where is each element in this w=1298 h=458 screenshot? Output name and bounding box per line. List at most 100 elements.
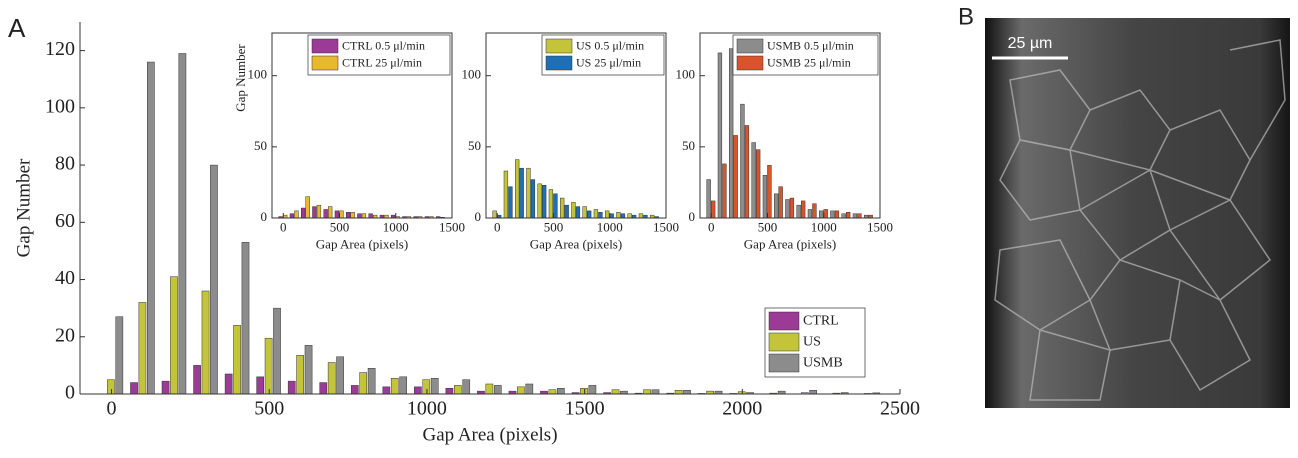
legend-label: CTRL [803, 314, 839, 329]
cell-outlines [994, 39, 1286, 401]
axes-box [699, 32, 881, 219]
bar [598, 212, 603, 219]
bar [462, 379, 471, 395]
bar [294, 210, 299, 219]
x-tick-label: 1000 [383, 219, 409, 234]
y-tick-label: 0 [65, 382, 75, 404]
legend-label: CTRL 0.5 μl/min [342, 38, 425, 52]
bar [327, 362, 336, 395]
legend-label: USMB 25 μl/min [767, 55, 851, 69]
bar [138, 302, 147, 395]
bar [616, 212, 621, 219]
y-tick-label: 50 [468, 138, 481, 153]
bar [357, 213, 362, 219]
bar [304, 345, 313, 395]
y-tick-label: 60 [55, 210, 75, 232]
x-axis-label: Gap Area (pixels) [422, 424, 557, 445]
x-tick-label: 2000 [722, 398, 762, 420]
bar [359, 372, 368, 395]
bar [210, 164, 218, 395]
bar [751, 142, 756, 219]
y-axis-label: Gap Number [233, 44, 248, 112]
bar [319, 382, 328, 395]
bar [390, 378, 399, 395]
bar [830, 210, 835, 219]
x-axis-label: Gap Area (pixels) [530, 236, 622, 251]
bar [605, 210, 610, 219]
bar [530, 179, 536, 219]
bar [115, 316, 124, 395]
bar [264, 337, 273, 395]
bar [147, 61, 155, 395]
bar [289, 213, 295, 219]
bar [683, 390, 691, 395]
bar [399, 376, 407, 395]
y-tick-label: 50 [254, 138, 267, 153]
axes-box [485, 32, 667, 219]
x-tick-label: 1500 [439, 219, 465, 234]
bar [178, 53, 187, 395]
bar [350, 385, 359, 395]
bar [852, 213, 858, 219]
bar [305, 196, 310, 219]
bar [548, 189, 554, 219]
bar [593, 209, 599, 219]
x-tick-label: 0 [280, 219, 287, 234]
bar [729, 48, 734, 219]
bar [273, 307, 281, 395]
bar [767, 165, 772, 219]
bar [382, 386, 391, 395]
bar [542, 185, 547, 219]
bar [316, 204, 322, 219]
bar [706, 179, 711, 219]
bar [201, 290, 210, 395]
bar [801, 200, 806, 219]
x-tick-label: 1000 [597, 219, 623, 234]
bar [422, 379, 431, 395]
bar [493, 385, 502, 395]
bar [638, 213, 644, 219]
bar [582, 206, 587, 219]
bar [609, 213, 614, 219]
bar [560, 197, 565, 219]
bar [161, 380, 170, 395]
x-tick-label: 500 [544, 219, 564, 234]
bar [587, 210, 592, 219]
x-tick-label: 500 [330, 219, 350, 234]
legend-swatch [768, 311, 800, 331]
y-tick-label: 20 [55, 324, 75, 346]
panel-label: B [958, 3, 974, 30]
bar [740, 103, 745, 219]
bar [346, 212, 351, 219]
bar [508, 186, 513, 219]
y-tick-label: 100 [45, 95, 75, 117]
axes-box [271, 32, 453, 219]
bar [580, 388, 588, 395]
bar [241, 242, 250, 395]
micrograph: 25 µm [985, 18, 1290, 408]
bar [336, 356, 344, 395]
y-axis-label: Gap Number [13, 158, 34, 257]
panel-label: A [8, 13, 26, 43]
bar [756, 149, 761, 219]
y-tick-label: 120 [45, 38, 75, 60]
x-tick-label: 0 [107, 398, 117, 420]
x-axis-label: Gap Area (pixels) [744, 236, 836, 251]
y-tick-label: 0 [689, 209, 696, 224]
bar [575, 206, 581, 219]
legend-swatch [311, 55, 339, 71]
bar [193, 365, 201, 395]
bar [492, 210, 497, 219]
y-tick-label: 100 [248, 67, 268, 82]
bar [846, 212, 851, 219]
bar [722, 163, 727, 219]
legend-label: US [803, 335, 821, 350]
bar [674, 390, 683, 395]
x-tick-label: 1500 [565, 398, 605, 420]
bar [762, 175, 768, 219]
bar [224, 373, 233, 395]
y-tick-label: 100 [462, 67, 482, 82]
bar [256, 376, 265, 395]
